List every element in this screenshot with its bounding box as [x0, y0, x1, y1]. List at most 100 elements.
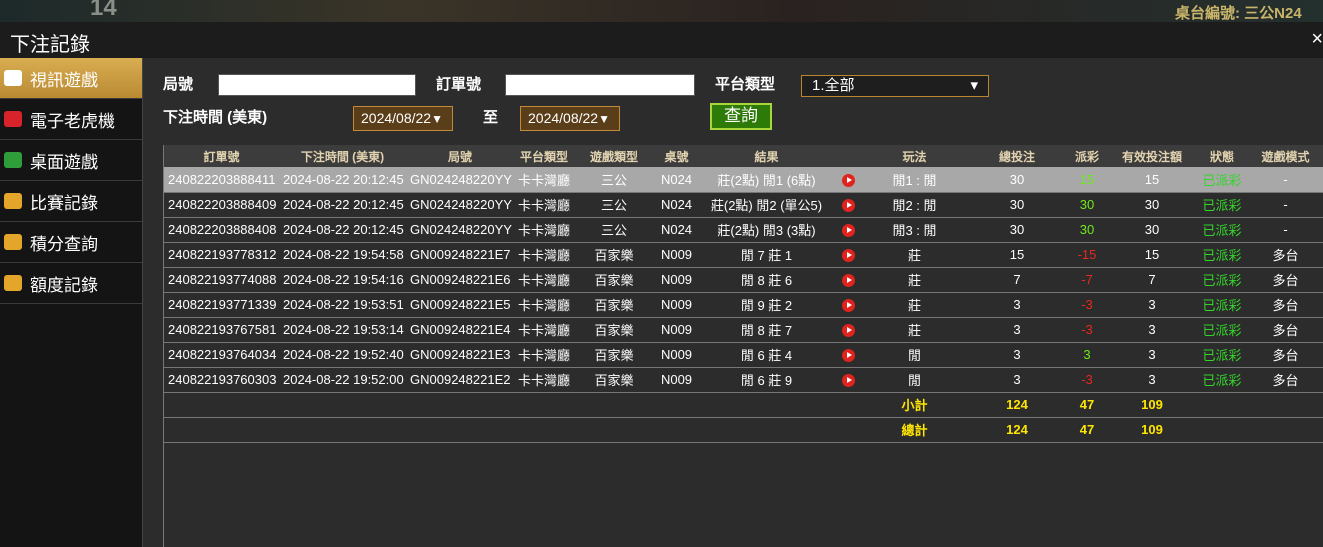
table-cell: 3 — [1107, 292, 1197, 318]
table-row[interactable]: 240822193778312 2024-08-22 19:54:58 GN0092… — [164, 242, 1323, 268]
table-cell: 閒1 : 閒 — [862, 167, 967, 193]
column-header — [834, 145, 862, 167]
table-cell: 2024-08-22 20:12:45 — [279, 192, 406, 218]
play-icon[interactable] — [841, 249, 855, 263]
play-cell — [834, 217, 862, 243]
table-row[interactable]: 240822193774088 2024-08-22 19:54:16 GN0092… — [164, 267, 1323, 293]
table-cell: 3 — [1107, 317, 1197, 343]
table-cell: 閒 — [862, 367, 967, 393]
table-cell: 30 — [967, 167, 1067, 193]
subtotal-row: 小計 124 47 109 — [164, 392, 1323, 418]
column-header: 局號 — [406, 145, 514, 167]
platform-select[interactable]: 1.全部 — [801, 75, 989, 97]
table-row[interactable]: 240822193771339 2024-08-22 19:53:51 GN0092… — [164, 292, 1323, 318]
table-row[interactable]: 240822203888411 2024-08-22 20:12:45 GN0242… — [164, 167, 1323, 193]
table-cell: GN024248220YY — [406, 217, 514, 243]
table-cell: GN009248221E7 — [406, 242, 514, 268]
empty-cell — [654, 392, 699, 418]
empty-cell — [514, 417, 574, 443]
table-cell: GN009248221E2 — [406, 367, 514, 393]
menu-item[interactable]: 視訊遊戲 — [0, 58, 142, 99]
menu-icon — [4, 70, 22, 86]
order-label: 訂單號 — [436, 76, 482, 93]
table-cell: GN009248221E6 — [406, 267, 514, 293]
play-icon[interactable] — [841, 349, 855, 363]
play-cell — [834, 317, 862, 343]
table-cell: N024 — [654, 167, 699, 193]
empty-cell — [1247, 417, 1323, 443]
table-row[interactable]: 240822193760303 2024-08-22 19:52:00 GN0092… — [164, 367, 1323, 393]
column-header: 派彩 — [1067, 145, 1107, 167]
table-cell: 多台 — [1247, 242, 1323, 268]
column-header: 下注時間 (美東) — [279, 145, 406, 167]
empty-cell — [1197, 392, 1247, 418]
table-cell: 百家樂 — [574, 267, 654, 293]
table-cell: 卡卡灣廳 — [514, 367, 574, 393]
order-input[interactable] — [505, 74, 695, 96]
menu-label: 積分查詢 — [30, 234, 98, 254]
table-cell: N009 — [654, 292, 699, 318]
menu-item[interactable]: 額度記錄 — [0, 263, 142, 304]
date-to[interactable]: 2024/08/22 — [520, 106, 620, 131]
table-cell: 2024-08-22 20:12:45 — [279, 167, 406, 193]
play-icon[interactable] — [841, 173, 855, 187]
table-cell: 240822193764034 — [164, 342, 279, 368]
table-row[interactable]: 240822193767581 2024-08-22 19:53:14 GN0092… — [164, 317, 1323, 343]
table-cell: 3 — [967, 342, 1067, 368]
play-cell — [834, 267, 862, 293]
table-cell: 240822193767581 — [164, 317, 279, 343]
table-cell: 閒 6 莊 4 — [699, 342, 834, 368]
table-cell: 莊 — [862, 317, 967, 343]
play-cell — [834, 167, 862, 193]
table-cell: 已派彩 — [1197, 167, 1247, 193]
sum-value: 124 — [967, 417, 1067, 443]
table-cell: 已派彩 — [1197, 342, 1247, 368]
empty-cell — [279, 392, 406, 418]
table-cell: 3 — [1067, 342, 1107, 368]
menu-item[interactable]: 桌面遊戲 — [0, 140, 142, 181]
empty-cell — [406, 417, 514, 443]
sum-value: 124 — [967, 392, 1067, 418]
table-cell: N009 — [654, 342, 699, 368]
table-cell: GN024248220YY — [406, 167, 514, 193]
table-cell: 莊(2點) 閒1 (6點) — [699, 167, 834, 193]
empty-cell — [834, 392, 862, 418]
table-row[interactable]: 240822203888408 2024-08-22 20:12:45 GN0242… — [164, 217, 1323, 243]
play-icon[interactable] — [841, 274, 855, 288]
column-header: 遊戲模式 — [1247, 145, 1323, 167]
close-button[interactable]: × — [1311, 28, 1323, 50]
table-cell: GN009248221E3 — [406, 342, 514, 368]
table-cell: 2024-08-22 19:52:40 — [279, 342, 406, 368]
table-cell: 240822193774088 — [164, 267, 279, 293]
play-icon[interactable] — [841, 199, 855, 213]
table-cell: 多台 — [1247, 342, 1323, 368]
time-label: 下注時間 (美東) — [163, 109, 268, 126]
empty-cell — [1197, 417, 1247, 443]
table-cell: 莊 — [862, 267, 967, 293]
play-icon[interactable] — [841, 374, 855, 388]
empty-cell — [164, 392, 279, 418]
column-header: 玩法 — [862, 145, 967, 167]
table-cell: 莊 — [862, 242, 967, 268]
table-row[interactable]: 240822193764034 2024-08-22 19:52:40 GN0092… — [164, 342, 1323, 368]
table-cell: 15 — [967, 242, 1067, 268]
round-input[interactable] — [218, 74, 416, 96]
table-cell: N009 — [654, 267, 699, 293]
table-cell: 15 — [1067, 167, 1107, 193]
menu-item[interactable]: 比賽記錄 — [0, 181, 142, 222]
table-cell: 三公 — [574, 192, 654, 218]
play-icon[interactable] — [841, 299, 855, 313]
empty-cell — [654, 417, 699, 443]
menu-item[interactable]: 電子老虎機 — [0, 99, 142, 140]
menu-item[interactable]: 積分查詢 — [0, 222, 142, 263]
total-row: 總計 124 47 109 — [164, 417, 1323, 443]
menu-label: 電子老虎機 — [30, 111, 115, 131]
game-background: 14 桌台編號: 三公N24 — [0, 0, 1323, 22]
table-cell: 已派彩 — [1197, 217, 1247, 243]
play-icon[interactable] — [841, 324, 855, 338]
table-row[interactable]: 240822203888409 2024-08-22 20:12:45 GN0242… — [164, 192, 1323, 218]
date-from[interactable]: 2024/08/22 — [353, 106, 453, 131]
query-button[interactable]: 查詢 — [710, 103, 772, 130]
play-icon[interactable] — [841, 224, 855, 238]
table-cell: 30 — [1067, 192, 1107, 218]
